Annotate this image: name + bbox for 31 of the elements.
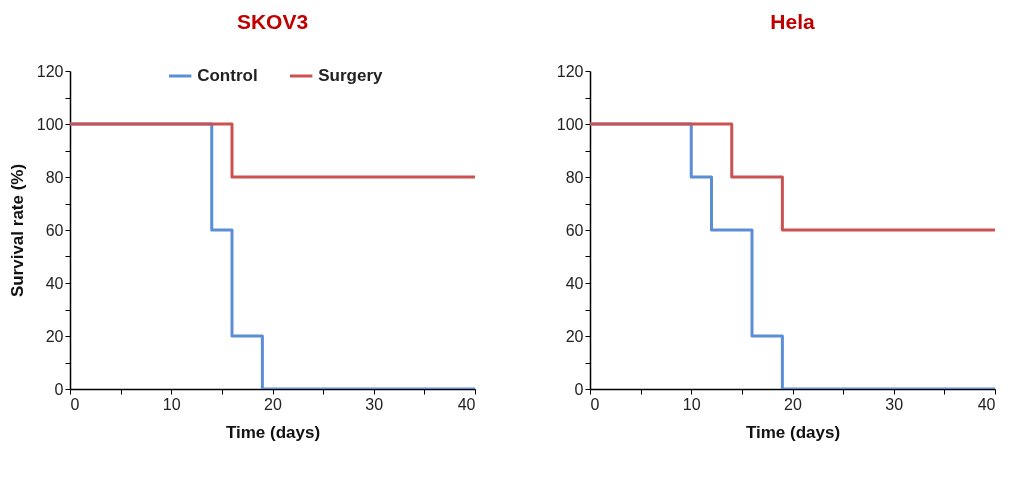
- y-tick-label: 100: [556, 115, 584, 133]
- x-tick-label: 0: [70, 395, 80, 413]
- y-tick-label: 0: [54, 380, 64, 398]
- y-tick-label: 80: [565, 168, 584, 186]
- y-axis-title: Survival rate (%): [7, 163, 27, 298]
- y-tick-label: 40: [45, 274, 64, 292]
- x-axis-title: Time (days): [225, 422, 321, 442]
- y-tick-label: 80: [45, 168, 64, 186]
- y-tick-label: 20: [45, 327, 64, 345]
- x-tick-label: 20: [784, 395, 802, 413]
- x-axis-title: Time (days): [745, 422, 841, 442]
- y-tick-label: 0: [574, 380, 584, 398]
- y-tick-label: 60: [565, 221, 584, 239]
- x-tick-label: 20: [264, 395, 282, 413]
- chart-title: SKOV3: [236, 10, 309, 33]
- x-tick-label: 10: [682, 395, 701, 413]
- y-tick-label: 40: [565, 274, 584, 292]
- x-tick-label: 10: [162, 395, 181, 413]
- x-tick-label: 40: [977, 395, 996, 413]
- x-tick-label: 0: [590, 395, 600, 413]
- x-tick-label: 40: [457, 395, 476, 413]
- legend-label: Control: [197, 66, 258, 85]
- x-tick-label: 30: [365, 395, 384, 413]
- chart-title: Hela: [770, 10, 815, 33]
- y-tick-label: 120: [36, 62, 64, 80]
- y-tick-label: 120: [556, 62, 584, 80]
- legend-label: Surgery: [318, 66, 383, 85]
- x-tick-label: 30: [885, 395, 904, 413]
- y-tick-label: 20: [565, 327, 584, 345]
- y-tick-label: 100: [36, 115, 64, 133]
- y-tick-label: 60: [45, 221, 64, 239]
